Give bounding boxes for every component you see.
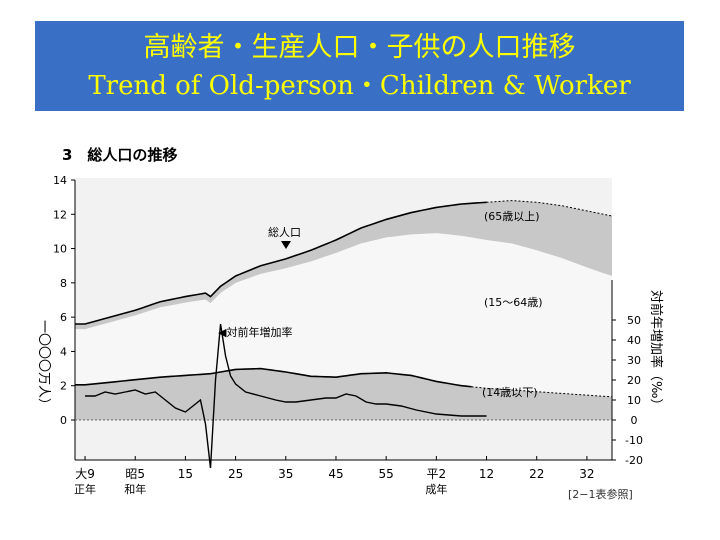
working-age-area	[75, 233, 612, 397]
x-tick-label: 15	[178, 467, 193, 481]
y-tick-label-right: 40	[627, 334, 641, 347]
x-tick-label: 22	[529, 467, 544, 481]
y-axis-right-label: 対前年増加率（‰）	[648, 290, 664, 411]
x-tick-label: 25	[228, 467, 243, 481]
y-tick-label-left: 14	[53, 174, 67, 187]
y-tick-label-left: 12	[53, 208, 67, 221]
y-tick-label-right: -10	[625, 434, 643, 447]
y-tick-label-left: 4	[60, 345, 67, 358]
old-age-band	[75, 200, 612, 330]
y-axis-left-label-text: 一〇〇〇万人）	[36, 320, 51, 411]
x-tick-label: 平2	[427, 467, 447, 481]
growth-rate-line	[85, 323, 487, 469]
child-population-line-projection	[471, 386, 613, 398]
y-tick-label-right: 50	[627, 314, 641, 327]
y-tick-label-left: 6	[60, 311, 67, 324]
annotation-child: (14歳以下)	[482, 386, 538, 399]
y-axis-right-label-text: 対前年増加率（‰）	[648, 290, 664, 411]
x-tick-label: 45	[328, 467, 343, 481]
x-tick-sublabel: 和年	[124, 482, 146, 496]
x-tick-label: 昭5	[125, 467, 145, 481]
x-tick-label: 12	[479, 467, 494, 481]
x-tick-sublabel: 成年	[425, 482, 447, 496]
x-tick-sublabel: 正年	[74, 482, 96, 496]
y-tick-label-right: 10	[627, 394, 641, 407]
total-population-line	[75, 201, 487, 325]
y-tick-label-right: 20	[627, 374, 641, 387]
y-tick-label-left: 2	[60, 380, 67, 393]
title-english: Trend of Old-person・Children & Worker	[88, 71, 631, 101]
annotation-growth-rate: ◀対前年増加率	[218, 325, 292, 339]
child-population-line	[75, 367, 472, 388]
chart-title: 3 総人口の推移	[62, 146, 177, 164]
x-tick-label: 35	[278, 467, 293, 481]
source-note: [2−1表参照]	[568, 487, 633, 501]
y-axis-left-label: 一〇〇〇万人）	[36, 320, 51, 411]
y-tick-label-left: 0	[60, 414, 67, 427]
x-tick-label: 32	[579, 467, 594, 481]
title-banner: 高齢者・生産人口・子供の人口推移 Trend of Old-person・Chi…	[35, 21, 684, 111]
x-tick-label: 55	[379, 467, 394, 481]
annotation-working-age: (15〜64歳)	[484, 296, 543, 309]
y-tick-label-left: 10	[53, 243, 67, 256]
title-japanese: 高齢者・生産人口・子供の人口推移	[143, 32, 576, 63]
annotation-total: 総人口	[268, 225, 301, 239]
y-tick-label-right: 30	[627, 354, 641, 367]
y-tick-label-left: 8	[60, 277, 67, 290]
y-tick-label-right: 0	[631, 414, 638, 427]
annotation-old-age: (65歳以上)	[484, 210, 540, 223]
total-population-line-projection	[486, 200, 613, 217]
annotation-total-arrow	[281, 241, 291, 249]
y-tick-label-right: -20	[625, 454, 643, 467]
x-tick-label: 大9	[75, 467, 95, 481]
